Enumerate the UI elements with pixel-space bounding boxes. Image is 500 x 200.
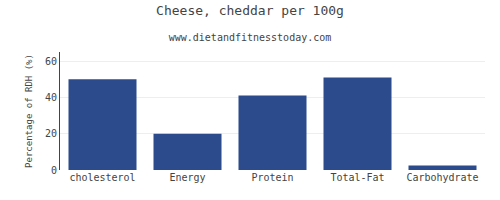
svg-text:0: 0	[51, 165, 57, 176]
svg-text:20: 20	[45, 128, 57, 139]
svg-text:Protein: Protein	[251, 172, 293, 183]
svg-text:40: 40	[45, 92, 57, 103]
svg-text:Carbohydrate: Carbohydrate	[406, 172, 478, 183]
svg-text:www.dietandfitnesstoday.com: www.dietandfitnesstoday.com	[169, 32, 332, 43]
svg-text:Cheese, cheddar per 100g: Cheese, cheddar per 100g	[156, 3, 344, 18]
svg-text:Total-Fat: Total-Fat	[330, 172, 384, 183]
svg-text:Percentage of RDH (%): Percentage of RDH (%)	[24, 54, 34, 168]
svg-text:60: 60	[45, 56, 57, 67]
svg-text:Energy: Energy	[169, 172, 205, 183]
svg-text:cholesterol: cholesterol	[69, 172, 135, 183]
